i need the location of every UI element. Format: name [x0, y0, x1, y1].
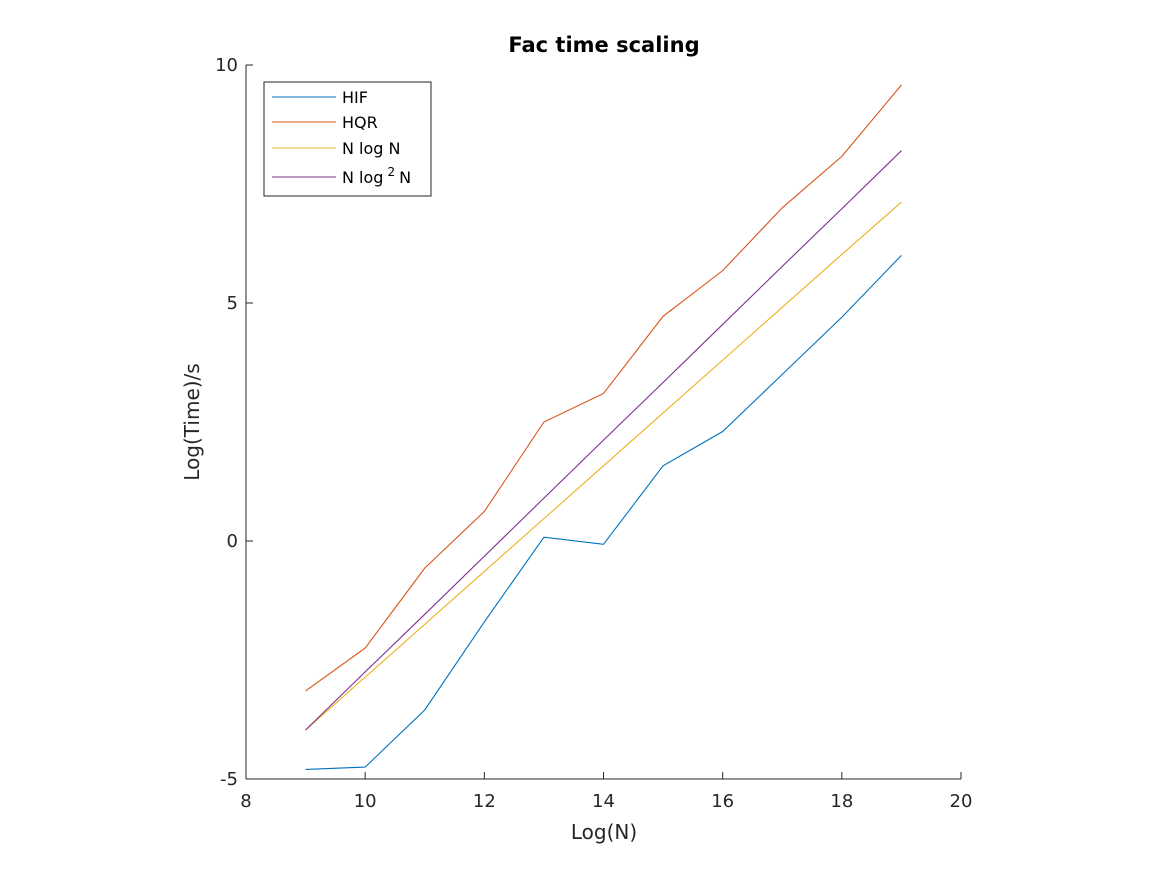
y-axis-label: Log(Time)/s	[180, 363, 204, 480]
legend-label-nlog2n: N log 2 N	[342, 165, 411, 187]
x-tick-label: 10	[354, 791, 377, 812]
x-ticks: 8 10 12 14 16 18 20	[240, 772, 972, 812]
plot-lines	[305, 84, 902, 771]
y-tick-label: -5	[220, 769, 238, 790]
x-tick-label: 18	[830, 791, 853, 812]
axes: 8 10 12 14 16 18 20 -5 0 5 10	[215, 55, 972, 812]
legend-entry-hqr: HQR	[272, 113, 378, 132]
legend-label-nlogn: N log N	[342, 139, 401, 158]
x-tick-label: 14	[592, 791, 615, 812]
legend-entry-nlog2n: N log 2 N	[272, 165, 411, 187]
legend-label-hqr: HQR	[342, 113, 378, 132]
chart-title: Fac time scaling	[508, 33, 699, 57]
y-tick-label: 0	[227, 531, 238, 552]
y-ticks: -5 0 5 10	[215, 55, 253, 790]
series-line-hqr	[305, 84, 902, 692]
x-axis-label: Log(N)	[571, 820, 637, 844]
series-line-nlog2n	[305, 150, 902, 731]
legend-label-nlog2n-main: N log	[342, 168, 383, 187]
x-tick-label: 20	[950, 791, 973, 812]
legend: HIF HQR N log N N log 2 N	[263, 81, 432, 197]
series-line-nlogn	[305, 201, 902, 731]
legend-label-nlog2n-suffix: N	[399, 168, 411, 187]
series-line-hif	[305, 255, 902, 771]
legend-label-nlog2n-superscript: 2	[387, 165, 395, 179]
y-tick-label: 10	[215, 55, 238, 76]
x-tick-label: 12	[473, 791, 496, 812]
legend-label-hif: HIF	[342, 88, 368, 107]
y-tick-label: 5	[227, 293, 238, 314]
legend-entry-nlogn: N log N	[272, 139, 401, 158]
legend-entry-hif: HIF	[272, 88, 368, 107]
x-tick-label: 8	[240, 791, 251, 812]
x-tick-label: 16	[711, 791, 734, 812]
